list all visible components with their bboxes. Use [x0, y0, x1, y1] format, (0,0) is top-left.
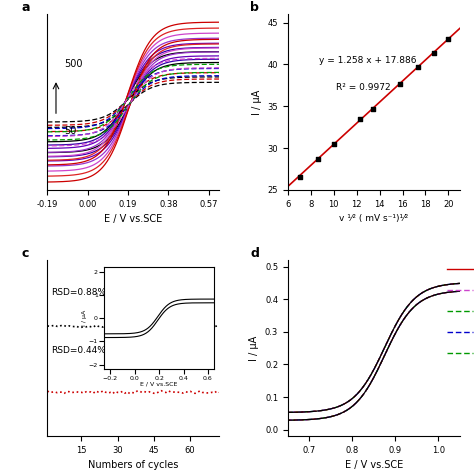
Point: [296, 173, 304, 181]
Text: 50: 50: [64, 126, 77, 136]
Point: [315, 155, 322, 163]
Text: RSD=0.88%: RSD=0.88%: [51, 289, 106, 298]
X-axis label: E / V vs.SCE: E / V vs.SCE: [104, 214, 163, 224]
X-axis label: E / V vs.SCE: E / V vs.SCE: [345, 460, 403, 470]
Text: R² = 0.9972: R² = 0.9972: [336, 83, 391, 92]
Y-axis label: I / μA: I / μA: [252, 90, 262, 115]
X-axis label: v ¹⁄² ( mV s⁻¹)¹⁄²: v ¹⁄² ( mV s⁻¹)¹⁄²: [339, 214, 409, 223]
Point: [369, 105, 377, 113]
Y-axis label: I / μA: I / μA: [249, 336, 259, 361]
Point: [330, 141, 337, 148]
X-axis label: Numbers of cycles: Numbers of cycles: [88, 460, 179, 470]
Text: RSD=0.44%: RSD=0.44%: [51, 346, 106, 356]
Text: d: d: [250, 247, 259, 260]
Point: [397, 80, 404, 88]
Text: 500: 500: [64, 59, 83, 69]
Text: y = 1.258 x + 17.886: y = 1.258 x + 17.886: [319, 56, 416, 65]
Point: [445, 36, 452, 43]
Point: [430, 49, 438, 56]
Text: a: a: [22, 0, 30, 14]
Point: [356, 115, 364, 123]
Point: [414, 63, 421, 71]
Text: c: c: [22, 247, 29, 260]
Text: b: b: [250, 0, 259, 14]
